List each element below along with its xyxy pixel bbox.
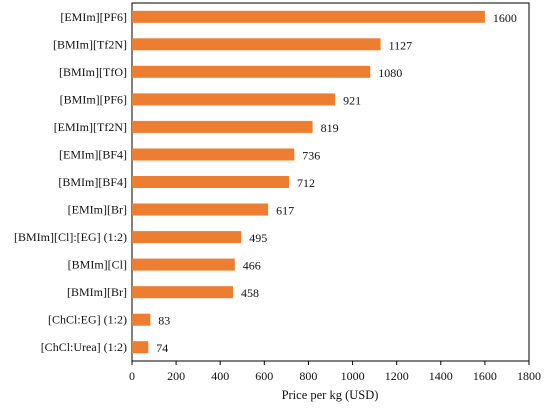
bar: [132, 93, 336, 106]
value-label: 736: [302, 149, 320, 163]
x-tick-label: 1800: [517, 369, 541, 383]
x-tick-label: 400: [211, 369, 229, 383]
bar: [132, 231, 242, 244]
value-label: 1127: [389, 38, 413, 52]
category-label: [BMIm][Cl]: [68, 258, 127, 272]
value-label: 921: [343, 93, 361, 107]
category-label: [BMIm][Cl]:[EG] (1:2): [14, 230, 127, 244]
category-labels-group: [EMIm][PF6] [BMIm][Tf2N] [BMIm][TfO] [BMIm]…: [14, 10, 127, 354]
bar: [132, 10, 485, 23]
bar: [132, 341, 149, 354]
category-label: [ChCl:Urea] (1:2): [41, 340, 127, 354]
bar: [132, 148, 295, 161]
bar: [132, 65, 371, 78]
category-label: [BMIm][PF6]: [60, 92, 127, 106]
value-label: 495: [249, 231, 267, 245]
bar: [132, 38, 381, 51]
category-label: [EMIm][PF6]: [60, 10, 127, 24]
x-tick-label: 1200: [385, 369, 409, 383]
value-label: 819: [321, 121, 339, 135]
value-label: 74: [156, 341, 168, 355]
value-label: 1600: [493, 11, 517, 25]
x-tick-label: 800: [299, 369, 317, 383]
bar: [132, 120, 313, 133]
category-label: [BMIm][Tf2N]: [53, 37, 127, 51]
bar: [132, 313, 151, 326]
value-label: 1080: [378, 66, 402, 80]
category-label: [BMIm][BF4]: [58, 175, 127, 189]
category-label: [EMIm][Br]: [68, 203, 127, 217]
category-label: [EMIm][Tf2N]: [54, 120, 127, 134]
x-axis-title: Price per kg (USD): [282, 388, 379, 402]
bars-group: [132, 10, 485, 354]
category-label: [ChCl:EG] (1:2): [48, 313, 127, 327]
x-tick-label: 0: [129, 369, 135, 383]
category-label: [BMIm][Br]: [67, 285, 127, 299]
category-label: [EMIm][BF4]: [59, 148, 127, 162]
bar: [132, 286, 233, 299]
bar: [132, 176, 289, 188]
x-tick-label: 600: [255, 369, 273, 383]
value-label: 83: [158, 314, 170, 328]
category-label: [BMIm][TfO]: [59, 65, 127, 79]
x-tick-label: 1000: [341, 369, 365, 383]
value-label: 466: [243, 259, 261, 273]
x-axis-ticks-group: 0 200 400 600 800 1000 1200 1400 1600 1800: [129, 361, 541, 383]
bar: [132, 203, 269, 216]
bar: [132, 258, 235, 271]
value-label: 617: [276, 204, 294, 218]
x-tick-label: 1400: [429, 369, 453, 383]
x-tick-label: 200: [167, 369, 185, 383]
value-label: 458: [241, 286, 259, 300]
value-label: 712: [297, 176, 315, 190]
x-tick-label: 1600: [473, 369, 497, 383]
